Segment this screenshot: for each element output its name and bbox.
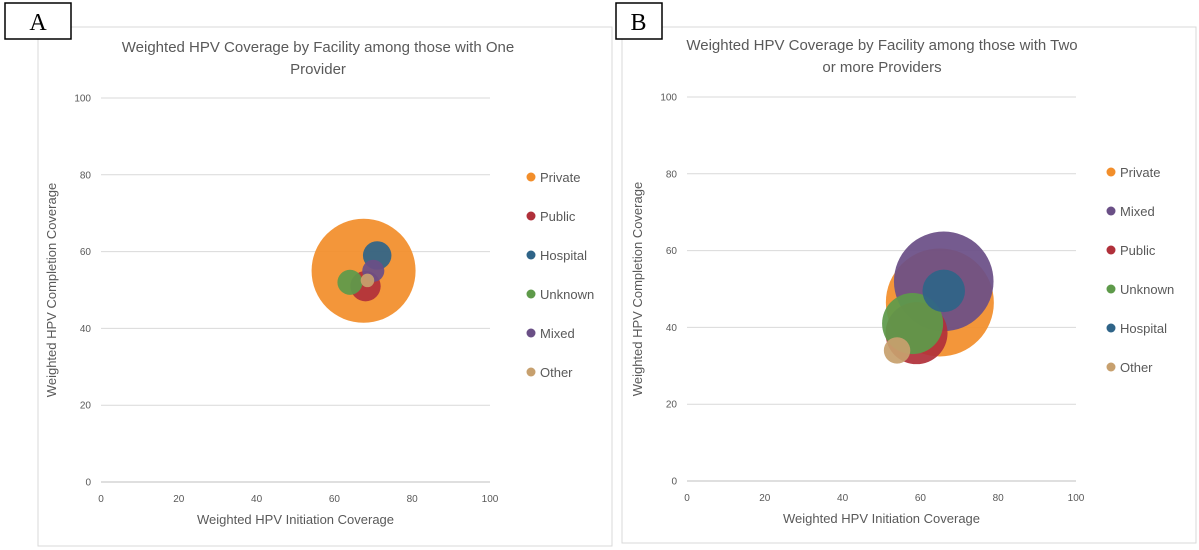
bubble-chart-a: A Weighted HPV Coverage by Facility among…: [4, 2, 613, 547]
y-tick-label: 0: [85, 478, 91, 489]
legend-label-unknown: Unknown: [540, 287, 594, 302]
legend-marker-public: [526, 211, 536, 221]
x-tick-label: 60: [915, 493, 927, 504]
legend-label-mixed: Mixed: [540, 326, 575, 341]
legend-label-other: Other: [540, 365, 573, 380]
legend-label-private: Private: [540, 170, 580, 185]
bubble-unknown: [337, 269, 363, 295]
x-axis-label: Weighted HPV Initiation Coverage: [197, 512, 394, 527]
legend-label-private: Private: [1120, 165, 1160, 180]
legend-marker-other: [1106, 362, 1116, 372]
y-tick-label: 40: [666, 323, 678, 334]
y-tick-label: 20: [80, 401, 92, 412]
legend-label-hospital: Hospital: [1120, 321, 1167, 336]
x-tick-label: 40: [251, 494, 263, 505]
legend-label-other: Other: [1120, 360, 1153, 375]
legend-marker-private: [526, 172, 536, 182]
legend-marker-hospital: [1106, 323, 1116, 333]
chart-title-line: or more Providers: [822, 59, 941, 76]
panel-b: B Weighted HPV Coverage by Facility among…: [615, 0, 1199, 550]
y-tick-label: 80: [666, 169, 678, 180]
y-axis-label: Weighted HPV Completion Coverage: [630, 182, 645, 396]
x-tick-label: 20: [759, 493, 771, 504]
bubble-other: [360, 273, 375, 288]
legend-marker-other: [526, 367, 536, 377]
legend-marker-private: [1106, 167, 1116, 177]
panel-letter: B: [630, 10, 646, 36]
y-tick-label: 100: [74, 94, 91, 105]
y-tick-label: 80: [80, 170, 92, 181]
panel-letter: A: [29, 10, 47, 36]
panel-a: A Weighted HPV Coverage by Facility among…: [4, 2, 613, 547]
legend-label-unknown: Unknown: [1120, 282, 1174, 297]
y-tick-label: 0: [671, 477, 677, 488]
y-axis-label: Weighted HPV Completion Coverage: [44, 183, 59, 397]
legend-marker-mixed: [526, 328, 536, 338]
x-tick-label: 100: [482, 494, 499, 505]
x-tick-label: 40: [837, 493, 849, 504]
x-axis-label: Weighted HPV Initiation Coverage: [783, 511, 980, 526]
bubble-chart-b: B Weighted HPV Coverage by Facility among…: [615, 2, 1197, 544]
chart-title-line: Provider: [290, 61, 346, 78]
legend-label-public: Public: [540, 209, 576, 224]
legend-marker-unknown: [1106, 284, 1116, 294]
x-tick-label: 60: [329, 494, 341, 505]
x-tick-label: 80: [993, 493, 1005, 504]
panel-letter-box: [615, 2, 663, 40]
x-tick-label: 100: [1068, 493, 1085, 504]
chart-title-line: Weighted HPV Coverage by Facility among …: [122, 39, 514, 56]
bubble-hospital: [922, 269, 965, 313]
x-tick-label: 0: [684, 493, 690, 504]
x-tick-label: 80: [407, 494, 419, 505]
y-tick-label: 60: [80, 247, 92, 258]
legend-marker-public: [1106, 245, 1116, 255]
bubble-other: [883, 337, 911, 364]
legend-marker-mixed: [1106, 206, 1116, 216]
chart-title-line: Weighted HPV Coverage by Facility among …: [686, 37, 1077, 54]
x-tick-label: 0: [98, 494, 104, 505]
legend-label-mixed: Mixed: [1120, 204, 1155, 219]
panel-letter-box: [4, 2, 72, 40]
legend-label-public: Public: [1120, 243, 1156, 258]
legend-marker-unknown: [526, 289, 536, 299]
x-tick-label: 20: [173, 494, 185, 505]
y-tick-label: 100: [660, 93, 677, 104]
y-tick-label: 60: [666, 246, 678, 257]
legend-marker-hospital: [526, 250, 536, 260]
y-tick-label: 40: [80, 324, 92, 335]
legend-label-hospital: Hospital: [540, 248, 587, 263]
y-tick-label: 20: [666, 400, 678, 411]
